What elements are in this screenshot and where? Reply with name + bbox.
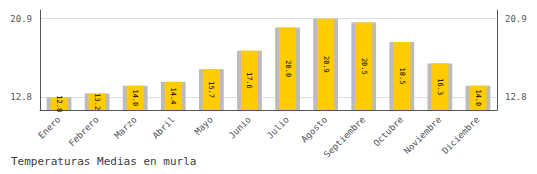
- svg-text:Noviembre: Noviembre: [402, 114, 443, 155]
- svg-text:Temperaturas Medias en murla: Temperaturas Medias en murla: [11, 155, 196, 168]
- svg-text:15.7: 15.7: [207, 81, 215, 98]
- svg-text:17.6: 17.6: [245, 72, 253, 89]
- svg-text:20.9: 20.9: [322, 56, 330, 73]
- svg-text:18.5: 18.5: [398, 68, 406, 85]
- svg-text:12.8: 12.8: [505, 92, 527, 102]
- svg-text:20.5: 20.5: [360, 58, 368, 75]
- svg-text:12.8: 12.8: [10, 92, 32, 102]
- svg-text:Febrero: Febrero: [67, 114, 101, 148]
- svg-text:12.8: 12.8: [55, 95, 63, 112]
- svg-text:Diciembre: Diciembre: [440, 114, 481, 155]
- svg-text:14.0: 14.0: [131, 89, 139, 106]
- svg-text:Abril: Abril: [151, 114, 177, 140]
- svg-text:20.9: 20.9: [10, 14, 32, 24]
- svg-text:13.2: 13.2: [93, 93, 101, 110]
- svg-text:Marzo: Marzo: [113, 114, 139, 140]
- svg-text:Agosto: Agosto: [299, 114, 329, 144]
- svg-text:14.0: 14.0: [474, 89, 482, 106]
- svg-text:Junio: Junio: [227, 114, 253, 140]
- svg-text:20.0: 20.0: [284, 60, 292, 77]
- svg-text:14.4: 14.4: [169, 87, 177, 104]
- svg-text:Octubre: Octubre: [371, 114, 405, 148]
- svg-text:Septiembre: Septiembre: [322, 114, 367, 159]
- svg-text:16.3: 16.3: [436, 78, 444, 95]
- svg-text:Enero: Enero: [36, 114, 62, 140]
- svg-text:Julio: Julio: [265, 114, 291, 140]
- svg-text:Mayo: Mayo: [193, 114, 215, 136]
- svg-text:20.9: 20.9: [505, 14, 527, 24]
